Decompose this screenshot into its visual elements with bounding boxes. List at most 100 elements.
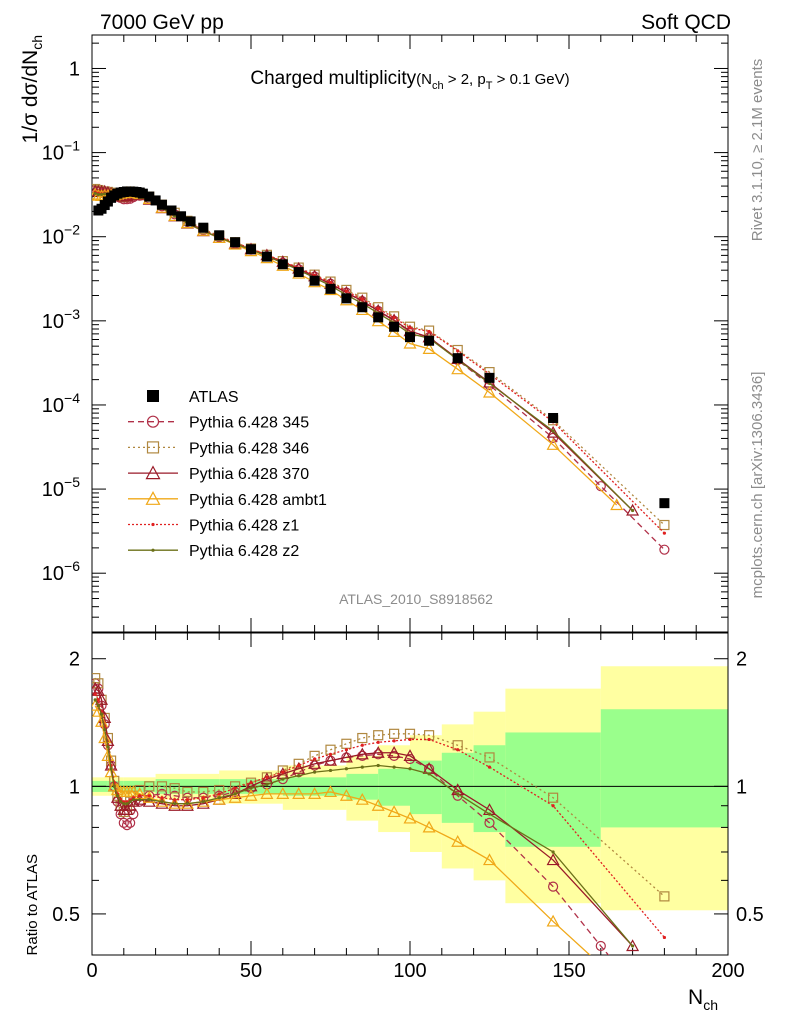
marker-dot	[328, 280, 333, 285]
marker-triangle	[355, 792, 369, 805]
marker-dot	[392, 739, 396, 743]
marker-dot	[96, 704, 100, 708]
marker-dot	[487, 765, 492, 769]
marker-dot	[249, 786, 253, 790]
y-ratio-tick-label-left: 1	[69, 776, 80, 798]
marker-filled-square	[230, 237, 241, 248]
marker-square	[277, 765, 288, 776]
chart-title-main: Charged multiplicity	[250, 68, 416, 89]
marker-triangle	[120, 803, 134, 815]
marker-dot	[93, 692, 97, 696]
marker-filled-square	[156, 199, 167, 210]
marker-triangle	[95, 715, 109, 727]
marker-dot	[297, 763, 301, 768]
marker-dot	[119, 800, 123, 804]
marker-triangle	[371, 746, 385, 758]
marker-dot	[173, 802, 177, 806]
marker-square	[659, 519, 670, 531]
legend-entry: Pythia 6.428 z1	[128, 518, 299, 535]
y-top-tick-label-exponent: −5	[64, 474, 80, 490]
marker-filled-square	[147, 390, 159, 402]
marker-square	[169, 783, 180, 794]
legend-entry: Pythia 6.428 370	[128, 465, 309, 483]
legend-label: ATLAS	[189, 389, 239, 406]
marker-circle	[547, 881, 559, 892]
marker-triangle	[308, 787, 322, 799]
marker-triangle	[371, 798, 385, 811]
marker-dot	[281, 770, 285, 774]
chart-title-cuts-sub1: ch	[432, 80, 444, 92]
y-ratio-tick-label-left: 0.5	[52, 904, 80, 926]
marker-dot	[360, 765, 364, 769]
legend-entry: Pythia 6.428 345	[128, 415, 309, 432]
marker-square	[423, 325, 435, 336]
marker-circle	[484, 817, 495, 828]
marker-triangle	[355, 747, 369, 760]
marker-square	[373, 730, 384, 741]
marker-triangle	[292, 762, 306, 774]
marker-dot	[376, 307, 380, 311]
marker-triangle	[387, 805, 401, 818]
y-top-tick-label-base: 10	[42, 479, 64, 501]
marker-dot	[427, 737, 431, 742]
marker-circle	[452, 790, 463, 801]
series-line-top	[94, 188, 665, 526]
marker-dot	[328, 752, 333, 756]
marker-triangle	[626, 503, 640, 516]
marker-dot	[376, 740, 380, 744]
y-top-tick-label-exponent: −2	[64, 222, 80, 238]
y-top-tick-label-base: 10	[42, 227, 64, 249]
marker-triangle	[546, 438, 560, 450]
marker-dot	[131, 798, 135, 802]
marker-triangle	[180, 798, 194, 811]
marker-filled-square	[548, 412, 559, 423]
y-axis-label-top: 1/σ dσ/dNch	[19, 35, 45, 143]
marker-dot	[344, 767, 348, 771]
marker-triangle	[212, 792, 226, 805]
marker-dot	[103, 192, 107, 196]
marker-square	[156, 781, 168, 792]
legend-entry: Pythia 6.428 ambt1	[128, 491, 327, 509]
marker-triangle	[451, 835, 465, 847]
marker-dot	[360, 743, 364, 747]
marker-triangle	[611, 974, 622, 984]
marker-filled-square	[484, 372, 495, 383]
marker-triangle	[451, 362, 465, 375]
main-series-layer	[92, 183, 670, 555]
marker-triangle	[403, 336, 417, 349]
marker-triangle	[145, 491, 161, 505]
marker-circle	[118, 817, 129, 828]
marker-filled-square	[185, 216, 196, 227]
marker-dot	[662, 935, 667, 940]
marker-filled-square	[452, 353, 463, 364]
marker-filled-square	[325, 283, 336, 294]
legend-label: Pythia 6.428 370	[189, 466, 309, 483]
x-tick-label: 50	[240, 960, 262, 982]
series-top-5	[93, 191, 635, 513]
legend-entry: ATLAS	[147, 389, 239, 406]
marker-square	[341, 738, 352, 749]
marker-dot	[376, 763, 380, 768]
data-points	[93, 186, 670, 509]
chart-title-cuts-sub2: T	[486, 80, 493, 92]
marker-filled-square	[357, 302, 368, 313]
marker-filled-square	[246, 244, 256, 255]
marker-dot	[392, 765, 396, 769]
marker-filled-square	[424, 335, 435, 346]
y-ratio-tick-label-left: 2	[69, 649, 80, 671]
rivet-version-label: Rivet 3.1.10, ≥ 2.1M events	[749, 59, 766, 242]
y-axis-label-top-sub: ch	[29, 35, 45, 50]
marker-dot	[551, 429, 555, 433]
marker-dot	[456, 349, 460, 353]
marker-dot	[93, 191, 97, 195]
marker-triangle	[422, 342, 436, 354]
marker-circle	[660, 1016, 669, 1024]
marker-triangle	[155, 796, 169, 809]
marker-square	[357, 732, 368, 744]
series-line-top	[94, 189, 665, 551]
x-tick-label: 150	[552, 960, 585, 982]
x-tick-label: 200	[711, 960, 744, 982]
marker-filled-square	[293, 267, 304, 278]
marker-triangle	[482, 385, 497, 398]
ratio-band-stat	[505, 732, 601, 847]
